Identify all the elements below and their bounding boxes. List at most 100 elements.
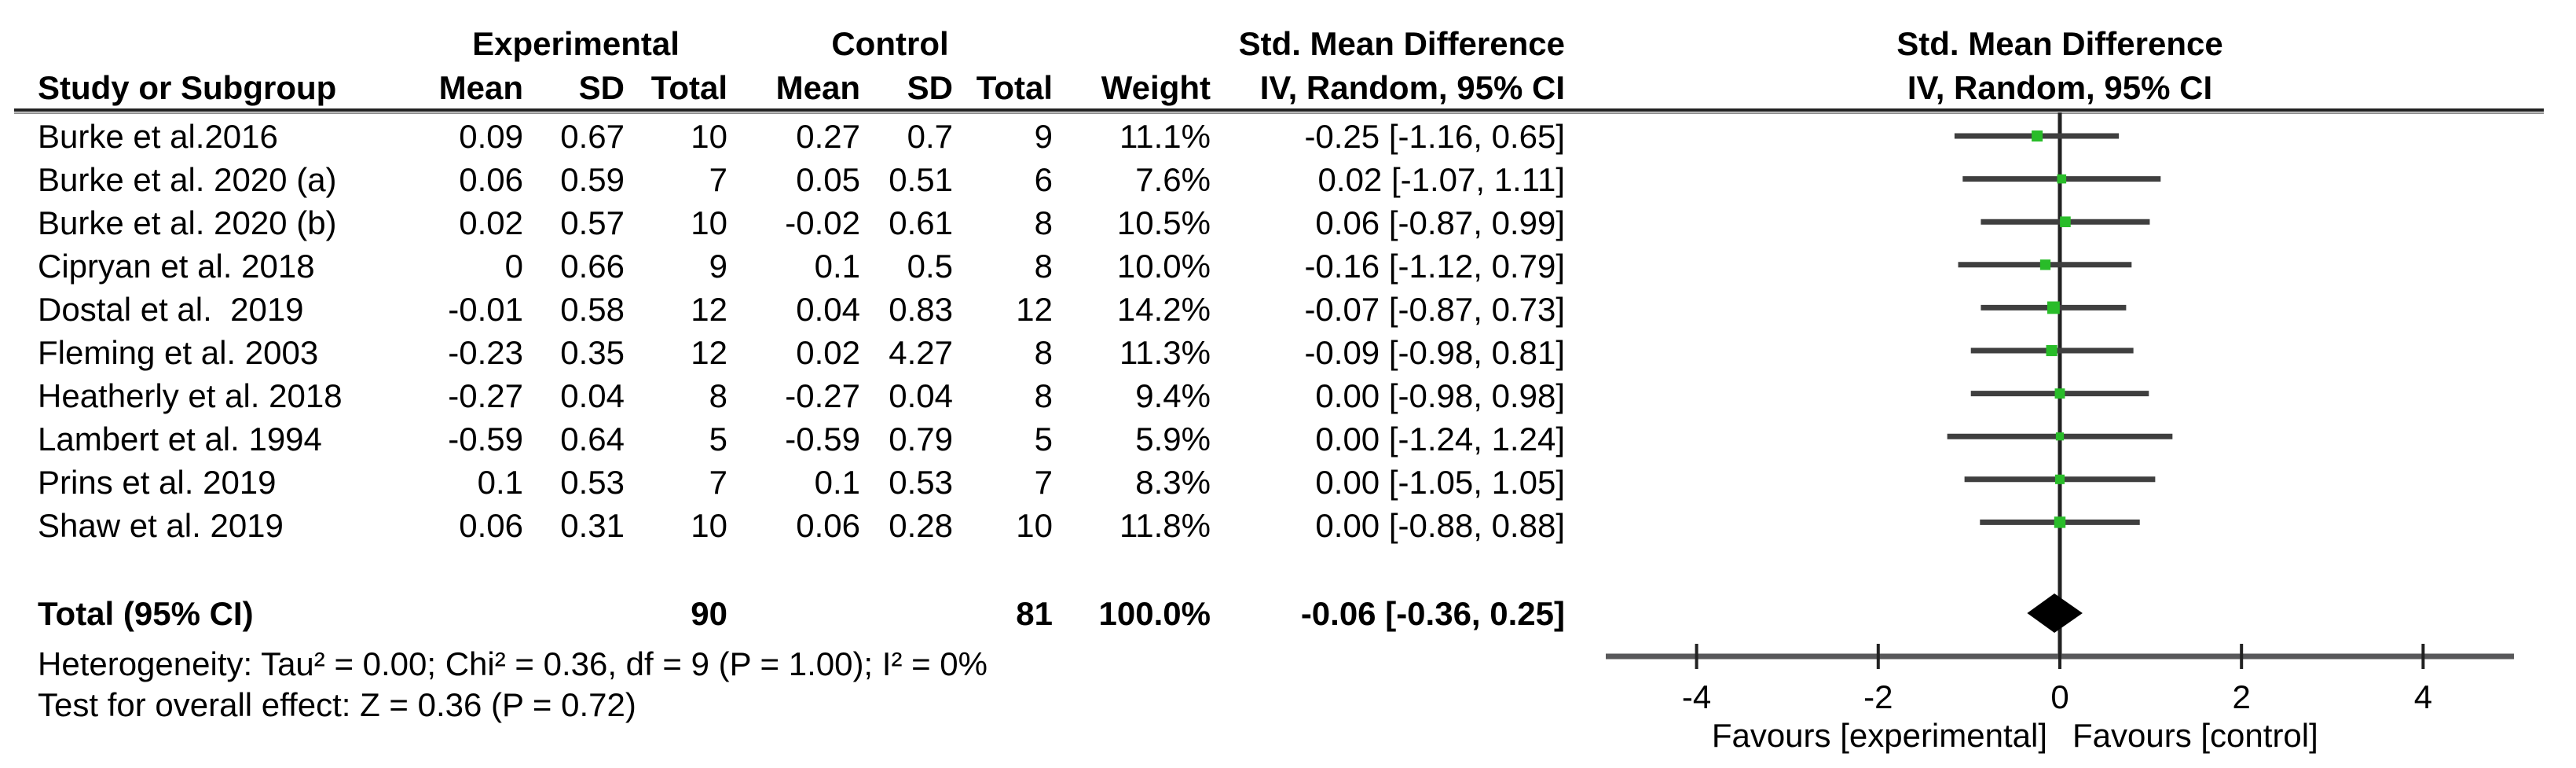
ctl-total-column-header: Total (976, 69, 1053, 106)
study-name: Heatherly et al. 2018 (38, 377, 343, 414)
study-marker (2047, 301, 2060, 314)
table-row: Lambert et al. 1994 -0.59 0.64 5 -0.59 0… (0, 417, 1579, 461)
axis-tick-label: 0 (2050, 678, 2068, 715)
ctl-sd-column-header: SD (907, 69, 953, 106)
ctl-total-cell: 10 (1016, 506, 1053, 544)
ctl-total-cell: 6 (1034, 160, 1053, 198)
ctl-sd-cell: 0.83 (889, 290, 953, 328)
ci-text-cell: 0.06 [-0.87, 0.99] (1315, 204, 1565, 241)
exp-mean-cell: -0.01 (448, 290, 523, 328)
ctl-total-cell: 5 (1034, 420, 1053, 457)
favours-control-label: Favours [control] (2072, 717, 2318, 754)
exp-total-column-header: Total (650, 69, 727, 106)
ctl-mean-cell: 0.05 (796, 160, 860, 198)
study-name: Burke et al.2016 (38, 117, 278, 155)
weight-cell: 7.6% (1135, 160, 1211, 198)
weight-cell: 11.3% (1119, 333, 1211, 371)
study-name: Fleming et al. 2003 (38, 333, 319, 371)
ctl-total-cell: 12 (1016, 290, 1053, 328)
weight-cell: 10.5% (1116, 204, 1211, 241)
exp-mean-cell: 0.09 (459, 117, 523, 155)
study-name: Burke et al. 2020 (b) (38, 204, 337, 241)
exp-mean-cell: 0.02 (459, 204, 523, 241)
ci-column-header: IV, Random, 95% CI (1259, 69, 1565, 106)
total-ctl-total-cell: 81 (1016, 594, 1053, 632)
study-name: Lambert et al. 1994 (38, 420, 322, 457)
study-marker (2032, 130, 2043, 141)
exp-sd-cell: 0.66 (560, 247, 625, 285)
study-rows: Burke et al.2016 0.09 0.67 10 0.27 0.7 9… (0, 115, 1579, 547)
study-column-header: Study or Subgroup (38, 69, 337, 106)
exp-sd-cell: 0.31 (560, 506, 625, 544)
ctl-total-cell: 8 (1034, 333, 1053, 371)
total-label: Total (95% CI) (38, 594, 254, 632)
table-row: Dostal et al. 2019 -0.01 0.58 12 0.04 0.… (0, 288, 1579, 331)
header-divider-rule (14, 108, 2544, 115)
table-row: Cipryan et al. 2018 0 0.66 9 0.1 0.5 8 1… (0, 244, 1579, 288)
exp-mean-cell: 0 (504, 247, 523, 285)
ci-text-cell: 0.00 [-0.98, 0.98] (1315, 377, 1565, 414)
exp-sd-cell: 0.35 (560, 333, 625, 371)
axis-tick-label: 2 (2233, 678, 2251, 715)
weight-cell: 9.4% (1135, 377, 1211, 414)
weight-cell: 14.2% (1116, 290, 1211, 328)
axis-tick-label: -2 (1863, 678, 1893, 715)
smd-plot-header: Std. Mean Difference (1896, 25, 2223, 62)
exp-mean-cell: -0.23 (448, 333, 523, 371)
weight-cell: 8.3% (1135, 463, 1211, 501)
exp-mean-cell: 0.06 (459, 506, 523, 544)
smd-plot-subheader: IV, Random, 95% CI (1907, 69, 2213, 106)
study-marker (2055, 432, 2065, 441)
ctl-mean-cell: -0.27 (785, 377, 860, 414)
exp-mean-cell: -0.59 (448, 420, 523, 457)
smd-table-header: Std. Mean Difference (1238, 25, 1565, 62)
ctl-total-cell: 8 (1034, 204, 1053, 241)
exp-total-cell: 10 (691, 117, 727, 155)
summary-diamond (2027, 593, 2083, 633)
study-name: Prins et al. 2019 (38, 463, 277, 501)
ctl-sd-cell: 0.79 (889, 420, 953, 457)
exp-total-cell: 9 (709, 247, 727, 285)
exp-total-cell: 7 (709, 463, 727, 501)
ctl-mean-cell: 0.27 (796, 117, 860, 155)
ctl-total-cell: 8 (1034, 247, 1053, 285)
experimental-group-header: Experimental (472, 25, 680, 62)
column-header-row: Study or Subgroup Mean SD Total Mean SD … (0, 66, 1617, 110)
ctl-sd-cell: 0.61 (889, 204, 953, 241)
overall-effect-text: Test for overall effect: Z = 0.36 (P = 0… (38, 686, 636, 723)
ctl-sd-cell: 0.04 (889, 377, 953, 414)
ctl-mean-cell: 0.06 (796, 506, 860, 544)
exp-sd-cell: 0.67 (560, 117, 625, 155)
axis-tick-label: 4 (2414, 678, 2432, 715)
study-name: Burke et al. 2020 (a) (38, 160, 337, 198)
favours-experimental-label: Favours [experimental] (1712, 717, 2047, 754)
ctl-mean-cell: 0.02 (796, 333, 860, 371)
ci-text-cell: 0.02 [-1.07, 1.11] (1317, 160, 1565, 198)
exp-total-cell: 10 (691, 204, 727, 241)
ctl-sd-cell: 0.28 (889, 506, 953, 544)
ci-text-cell: -0.09 [-0.98, 0.81] (1304, 333, 1565, 371)
exp-mean-cell: 0.1 (477, 463, 523, 501)
table-row: Burke et al.2016 0.09 0.67 10 0.27 0.7 9… (0, 115, 1579, 158)
exp-total-cell: 7 (709, 160, 727, 198)
ci-text-cell: 0.00 [-1.24, 1.24] (1315, 420, 1565, 457)
ctl-mean-cell: -0.02 (785, 204, 860, 241)
ctl-sd-cell: 0.7 (907, 117, 953, 155)
total-ci-cell: -0.06 [-0.36, 0.25] (1300, 594, 1565, 632)
weight-cell: 11.1% (1119, 117, 1211, 155)
total-exp-total-cell: 90 (691, 594, 727, 632)
exp-total-cell: 10 (691, 506, 727, 544)
study-name: Shaw et al. 2019 (38, 506, 284, 544)
study-name: Dostal et al. 2019 (38, 290, 304, 328)
exp-sd-cell: 0.53 (560, 463, 625, 501)
ctl-mean-cell: -0.59 (785, 420, 860, 457)
exp-total-cell: 8 (709, 377, 727, 414)
ci-text-cell: -0.16 [-1.12, 0.79] (1304, 247, 1565, 285)
ci-text-cell: 0.00 [-0.88, 0.88] (1315, 506, 1565, 544)
total-row: Total (95% CI) 90 81 100.0% -0.06 [-0.36… (0, 592, 1617, 635)
exp-sd-cell: 0.58 (560, 290, 625, 328)
control-group-header: Control (831, 25, 949, 62)
study-marker (2039, 259, 2051, 270)
